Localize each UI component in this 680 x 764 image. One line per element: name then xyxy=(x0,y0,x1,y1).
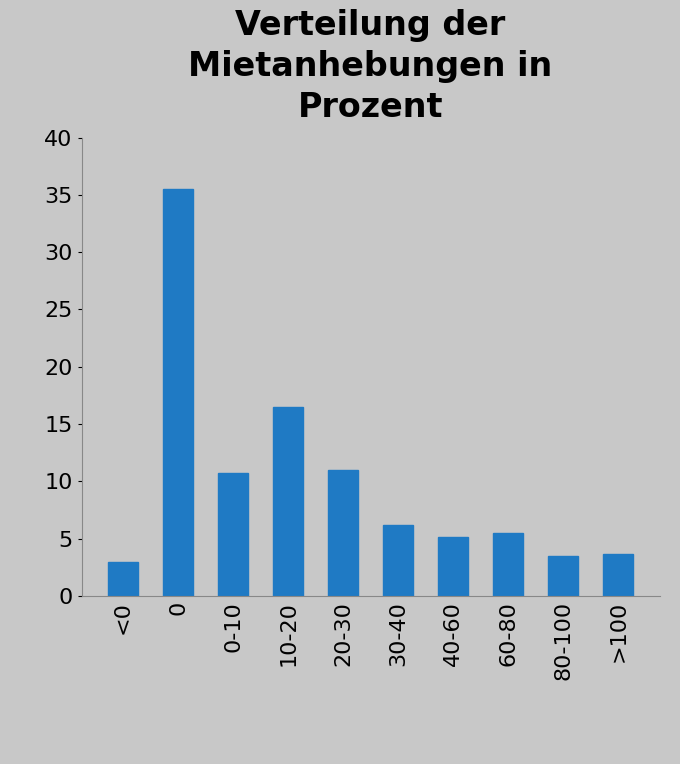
Bar xyxy=(273,406,303,596)
Title: Verteilung der
Mietanhebungen in
Prozent: Verteilung der Mietanhebungen in Prozent xyxy=(188,9,553,124)
Bar xyxy=(383,525,413,596)
Bar xyxy=(108,562,138,596)
Bar xyxy=(438,538,469,596)
Bar xyxy=(548,556,578,596)
Bar xyxy=(493,533,524,596)
Bar xyxy=(218,473,248,596)
Bar xyxy=(603,553,633,596)
Bar xyxy=(163,189,193,596)
Bar xyxy=(328,470,358,596)
